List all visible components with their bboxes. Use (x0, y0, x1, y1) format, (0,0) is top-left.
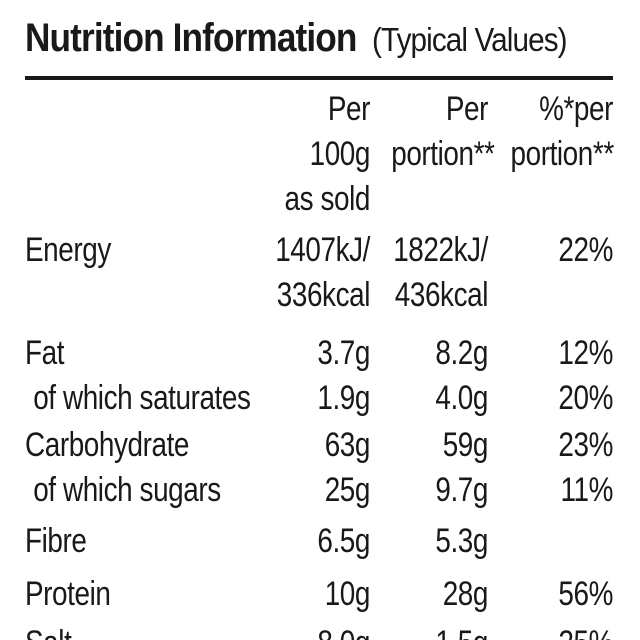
row-label: Salt (25, 621, 210, 640)
per-portion-value: 1.5g (391, 621, 488, 640)
column-headers: Per 100g as sold Per portion** %*per portio… (25, 87, 615, 222)
percent-value: 56% (558, 575, 613, 613)
table-row-fibre: Fibre 6.5g 5.3g (25, 519, 613, 564)
col-header-per-100g-line1: Per 100g (309, 90, 371, 173)
row-label: Energy (25, 231, 111, 269)
col-header-percent: %*per portion** (510, 87, 615, 177)
col-header-per-portion-line2: portion** (391, 135, 495, 173)
per-100g-value: 8.0g (272, 621, 370, 640)
row-label: of which saturates (33, 379, 251, 417)
per-100g-value: 63g (324, 426, 371, 464)
col-header-per-100g-line2: as sold (284, 180, 371, 218)
row-label: Protein (25, 575, 111, 613)
percent-value: 23% (558, 426, 613, 464)
table-row-salt: Salt 8.0g 1.5g 25% (25, 621, 613, 640)
percent-value: 11% (560, 471, 613, 509)
per-portion-value: 28g (442, 575, 489, 613)
table-row-energy: Energy 1407kJ/ 336kcal 1822kJ/ 436kcal 2… (25, 228, 613, 318)
col-header-per-100g: Per 100g as sold (272, 87, 371, 222)
row-label: of which sugars (33, 471, 221, 509)
label-header: Nutrition Information (Typical Values) (25, 14, 613, 71)
page-title: Nutrition Information (25, 16, 357, 60)
col-header-per-portion: Per portion** (391, 87, 495, 177)
per-100g-value: 25g (324, 471, 371, 509)
percent-value: 22% (558, 231, 613, 269)
percent-value: 12% (558, 334, 613, 372)
percent-value: 25% (511, 621, 613, 640)
col-header-per-portion-line1: Per (445, 90, 489, 128)
row-label: Fibre (25, 522, 87, 560)
per-100g-value: 10g (324, 575, 371, 613)
per-portion-value: 5.3g (435, 522, 488, 560)
per-portion-value: 4.0g (435, 379, 488, 417)
top-divider (25, 76, 613, 80)
per-100g-value: 1407kJ/ 336kcal (275, 231, 370, 314)
per-portion-value: 59g (442, 426, 489, 464)
percent-value: 20% (558, 379, 613, 417)
per-portion-value: 8.2g (435, 334, 488, 372)
col-header-percent-line1: %*per (539, 90, 613, 128)
table-row-protein: Protein 10g 28g 56% (25, 572, 613, 617)
row-label: Fat (25, 334, 65, 372)
page-subtitle: (Typical Values) (372, 21, 568, 58)
per-portion-value: 1822kJ/ 436kcal (393, 231, 488, 314)
col-header-percent-line2: portion** (510, 135, 615, 173)
table-row-saturates: of which saturates 1.9g 4.0g 20% (25, 376, 613, 421)
table-row-carbohydrate: Carbohydrate 63g 59g 23% (25, 423, 613, 468)
table-row-fat: Fat 3.7g 8.2g 12% (25, 331, 613, 376)
per-portion-value: 9.7g (435, 471, 488, 509)
per-100g-value: 3.7g (317, 334, 370, 372)
per-100g-value: 1.9g (317, 379, 370, 417)
table-row-sugars: of which sugars 25g 9.7g 11% (25, 468, 613, 513)
per-100g-value: 6.5g (317, 522, 370, 560)
row-label: Carbohydrate (25, 426, 190, 464)
